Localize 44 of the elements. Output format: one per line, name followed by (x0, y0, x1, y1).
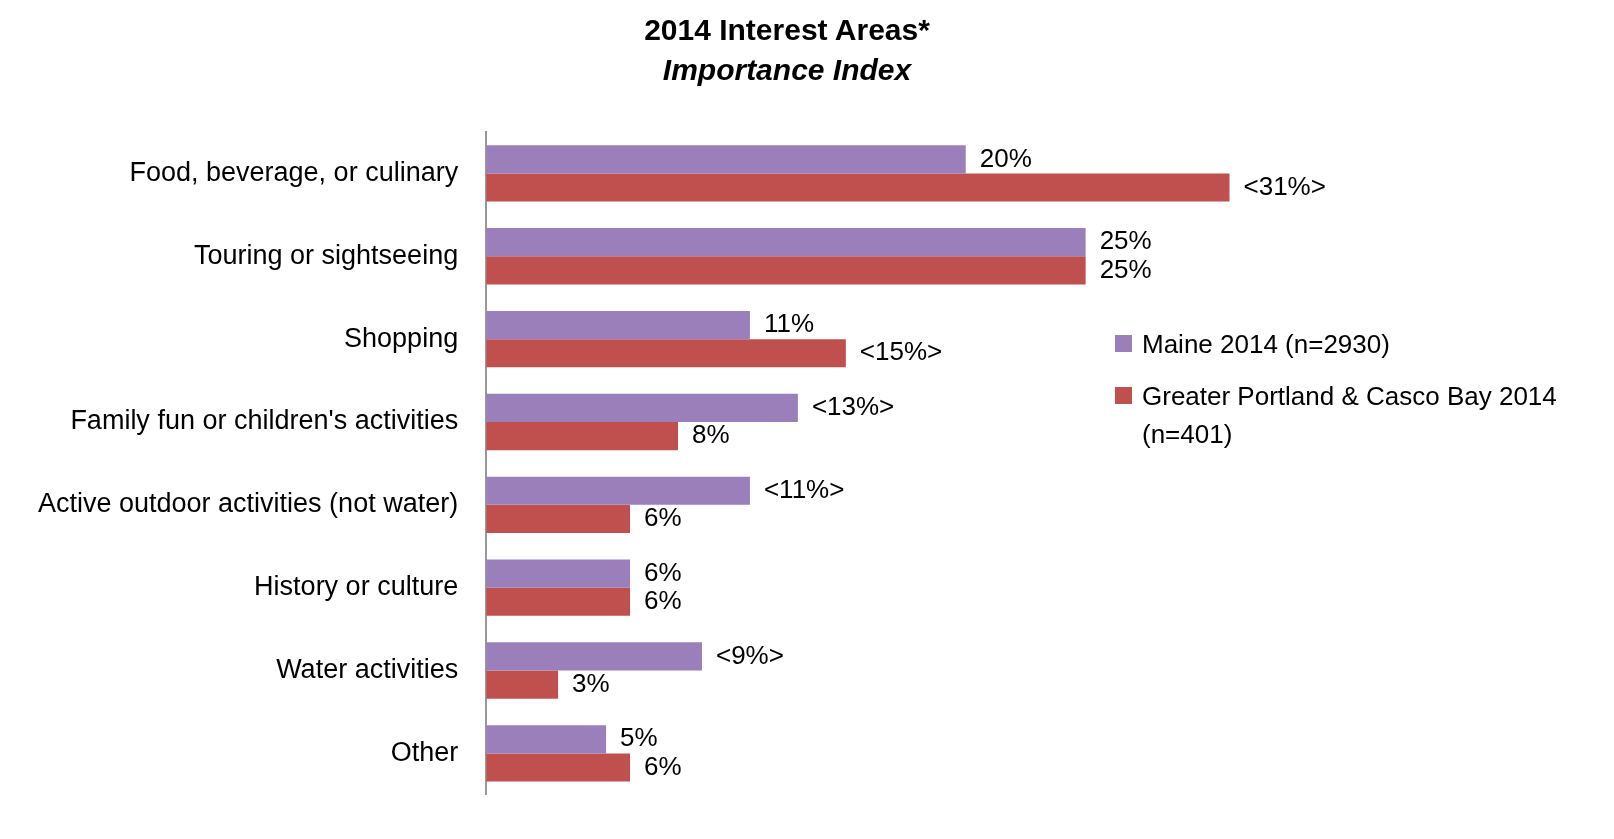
bar (486, 173, 1230, 202)
bar (486, 228, 1086, 257)
bar (486, 256, 1086, 285)
bar (486, 339, 846, 368)
bar (486, 476, 750, 505)
data-label: <15%> (859, 336, 943, 367)
data-label: 11% (763, 308, 815, 339)
chart-subtitle: Importance Index (662, 53, 913, 87)
bar (486, 504, 631, 533)
data-label: <9%> (715, 639, 784, 670)
data-label: <31%> (1243, 170, 1326, 201)
data-label: 6% (644, 556, 682, 587)
bar (486, 421, 678, 451)
bar (486, 725, 607, 754)
y-tick-label: History or culture (254, 571, 459, 602)
legend-label: Greater Portland & Casco Bay 2014 (n=401) (1142, 380, 1558, 451)
y-tick-label: Touring or sightseeing (194, 239, 459, 270)
data-label: 25% (1099, 225, 1152, 256)
data-label: <13%> (811, 391, 895, 422)
bar (486, 393, 798, 422)
y-tick-label: Water activities (276, 653, 459, 684)
legend-label: Maine 2014 (n=2930) (1142, 328, 1390, 361)
bar (486, 753, 631, 782)
data-label: 6% (644, 502, 682, 533)
y-tick-label: Active outdoor activities (not water) (37, 488, 459, 519)
bar (486, 145, 966, 174)
bar (486, 670, 559, 699)
data-label: <11%> (763, 473, 845, 504)
data-label: 6% (644, 584, 682, 615)
data-label: 20% (979, 142, 1032, 173)
y-tick-label: Other (390, 736, 459, 767)
y-tick-label: Shopping (344, 322, 459, 353)
data-label: 5% (620, 722, 658, 753)
data-label: 25% (1099, 253, 1152, 284)
bar (486, 587, 631, 616)
y-tick-label: Food, beverage, or culinary (129, 156, 459, 187)
data-label: 3% (572, 667, 610, 698)
bar (486, 310, 750, 340)
chart-title: 2014 Interest Areas* (644, 13, 931, 47)
data-label: 8% (692, 419, 730, 450)
bar (486, 559, 631, 588)
y-tick-label: Family fun or children's activities (70, 405, 459, 436)
data-label: 6% (644, 750, 682, 781)
bar (486, 642, 702, 671)
